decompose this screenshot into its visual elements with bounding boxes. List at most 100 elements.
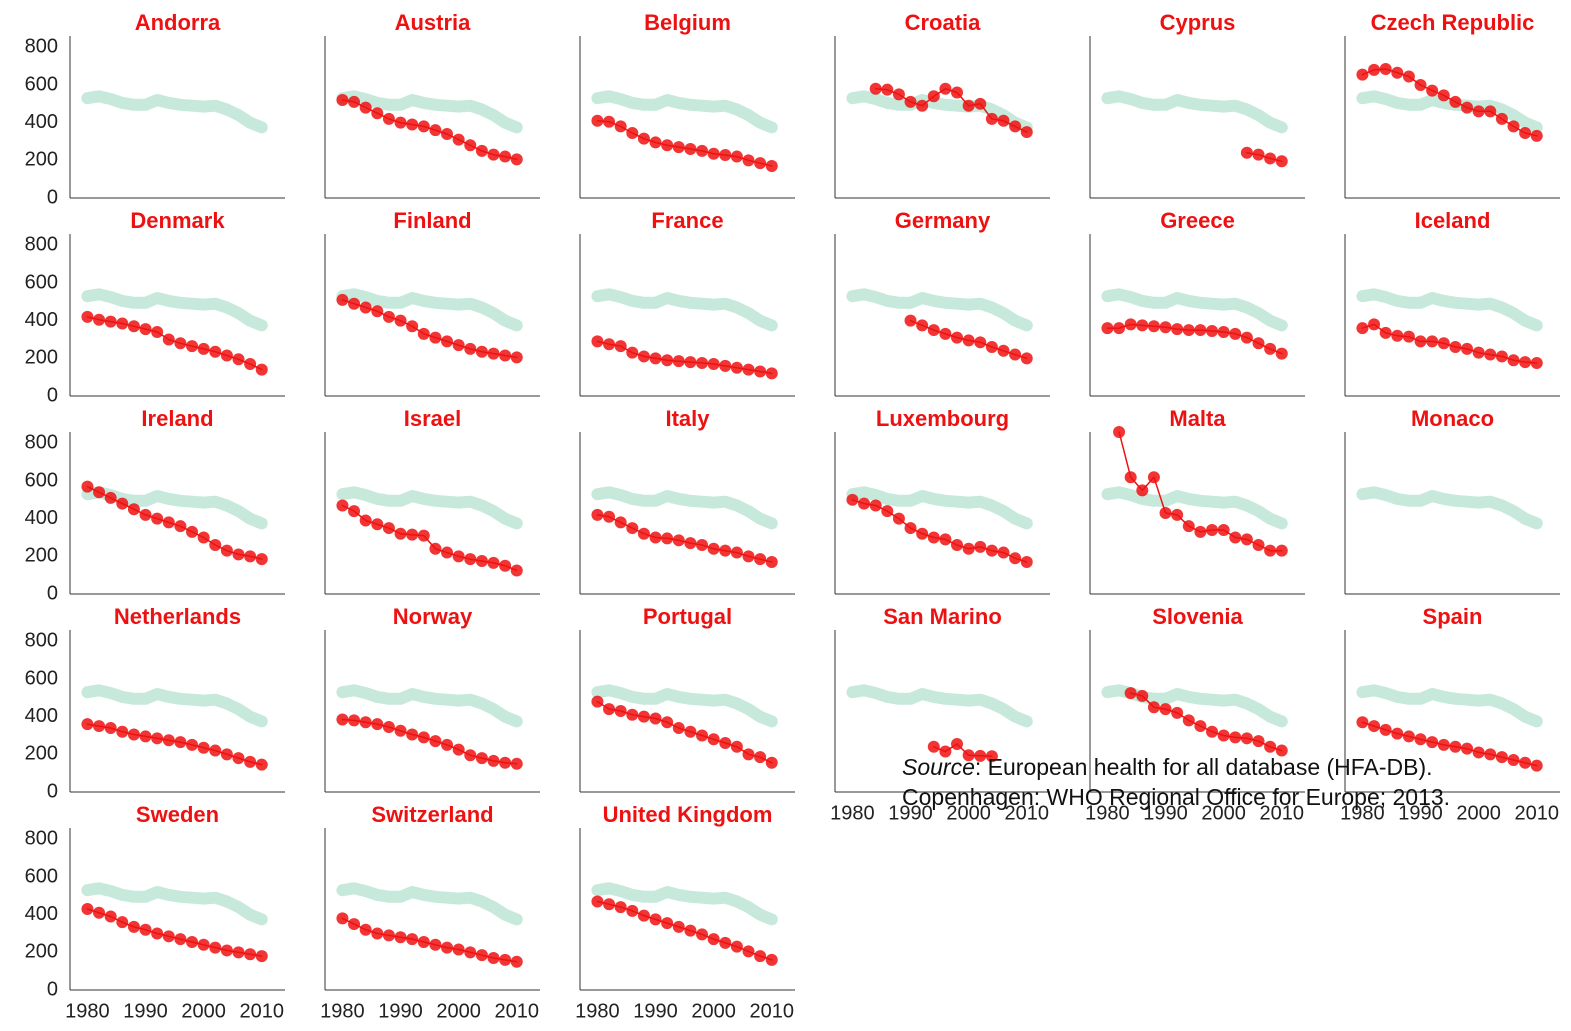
data-point bbox=[1252, 735, 1265, 748]
data-point bbox=[696, 539, 709, 552]
data-point bbox=[475, 752, 488, 765]
data-point bbox=[348, 918, 361, 931]
data-point bbox=[1519, 127, 1532, 140]
data-point bbox=[742, 748, 755, 761]
data-point bbox=[649, 136, 662, 149]
data-point bbox=[754, 157, 767, 170]
data-point bbox=[452, 743, 465, 756]
data-point bbox=[626, 904, 639, 917]
data-point bbox=[974, 97, 987, 110]
data-point bbox=[1414, 733, 1427, 746]
reference-line bbox=[336, 684, 523, 728]
data-point bbox=[661, 532, 674, 545]
data-point bbox=[765, 953, 778, 966]
data-point bbox=[104, 910, 117, 923]
data-point bbox=[197, 938, 210, 951]
data-point bbox=[348, 297, 361, 310]
data-point bbox=[649, 913, 662, 926]
data-point bbox=[1495, 350, 1508, 363]
data-point bbox=[1437, 89, 1450, 102]
data-point bbox=[371, 927, 384, 940]
data-point bbox=[649, 352, 662, 365]
data-point bbox=[974, 540, 987, 553]
data-point bbox=[1009, 120, 1022, 133]
data-point bbox=[591, 508, 604, 521]
data-point bbox=[997, 114, 1010, 127]
data-point bbox=[1461, 742, 1474, 755]
data-point bbox=[603, 115, 616, 128]
data-point bbox=[220, 349, 233, 362]
data-point bbox=[869, 82, 882, 95]
data-point bbox=[719, 149, 732, 162]
data-point bbox=[510, 564, 523, 577]
data-point bbox=[394, 314, 407, 327]
panel-title: Belgium bbox=[644, 10, 731, 35]
data-point bbox=[927, 90, 940, 103]
data-point bbox=[1368, 63, 1381, 76]
reference-line bbox=[1356, 486, 1543, 530]
country-line bbox=[1361, 68, 1538, 137]
data-point bbox=[927, 740, 940, 753]
x-tick-label: 1980 bbox=[830, 802, 875, 824]
reference-line bbox=[1101, 486, 1288, 530]
data-point bbox=[232, 548, 245, 561]
data-point bbox=[116, 916, 129, 929]
x-tick-label: 2000 bbox=[691, 1000, 736, 1022]
panel-title: Slovenia bbox=[1152, 604, 1243, 629]
data-point bbox=[139, 323, 152, 336]
data-point bbox=[684, 725, 697, 738]
data-point bbox=[614, 901, 627, 914]
data-point bbox=[394, 116, 407, 129]
data-point bbox=[1530, 759, 1543, 772]
data-point bbox=[406, 528, 419, 541]
data-point bbox=[220, 544, 233, 557]
x-tick-label: 1980 bbox=[320, 1000, 365, 1022]
data-point bbox=[499, 953, 512, 966]
data-point bbox=[1449, 341, 1462, 354]
data-point bbox=[452, 133, 465, 146]
data-point bbox=[614, 705, 627, 717]
panel-title: Czech Republic bbox=[1371, 10, 1535, 35]
data-point bbox=[707, 933, 720, 946]
data-point bbox=[406, 118, 419, 131]
data-point bbox=[649, 712, 662, 725]
data-point bbox=[765, 756, 778, 769]
data-point bbox=[1449, 740, 1462, 753]
panel-title: Italy bbox=[665, 406, 710, 431]
data-point bbox=[209, 345, 222, 358]
data-point bbox=[244, 755, 257, 768]
data-point bbox=[1240, 146, 1253, 159]
data-point bbox=[127, 920, 140, 933]
data-point bbox=[220, 748, 233, 761]
reference-line bbox=[81, 684, 268, 728]
data-point bbox=[707, 542, 720, 555]
y-tick-label: 600 bbox=[25, 667, 58, 689]
data-point bbox=[603, 510, 616, 523]
data-point bbox=[1356, 68, 1369, 81]
y-tick-label: 800 bbox=[25, 828, 58, 850]
y-tick-label: 0 bbox=[47, 186, 58, 208]
data-point bbox=[1159, 321, 1172, 334]
panel-title: Andorra bbox=[135, 10, 221, 35]
data-point bbox=[359, 514, 372, 527]
data-point bbox=[336, 499, 349, 512]
data-point bbox=[1437, 337, 1450, 350]
x-tick-label: 2010 bbox=[750, 1000, 795, 1022]
data-point bbox=[139, 923, 152, 936]
data-point bbox=[637, 710, 650, 723]
data-point bbox=[881, 505, 894, 518]
data-point bbox=[417, 731, 430, 744]
panel-title: Ireland bbox=[141, 406, 213, 431]
data-point bbox=[707, 733, 720, 746]
data-point bbox=[151, 512, 164, 525]
reference-line bbox=[846, 288, 1033, 332]
x-tick-label: 2010 bbox=[495, 1000, 540, 1022]
data-point bbox=[139, 508, 152, 521]
data-point bbox=[1113, 322, 1126, 335]
panel-title: Luxembourg bbox=[876, 406, 1009, 431]
data-point bbox=[127, 503, 140, 516]
country-line bbox=[596, 700, 773, 764]
data-point bbox=[1240, 732, 1253, 745]
data-point bbox=[244, 550, 257, 563]
data-point bbox=[1124, 471, 1137, 484]
